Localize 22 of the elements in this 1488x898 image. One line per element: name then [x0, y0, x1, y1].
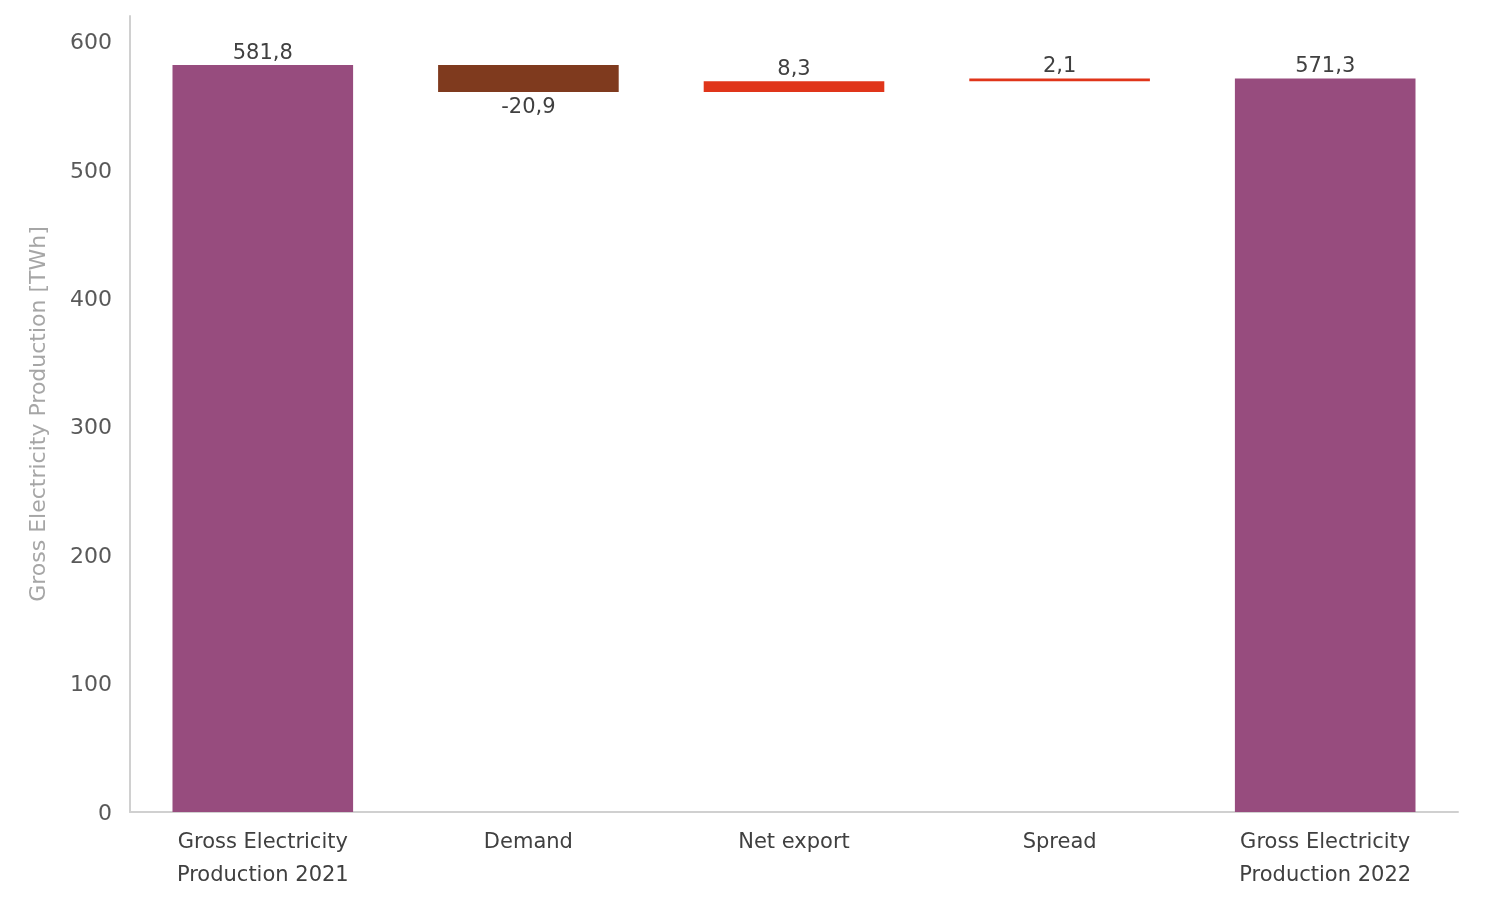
y-tick-label: 500	[70, 157, 112, 183]
x-tick-label: Gross Electricity Production 2022	[1239, 828, 1412, 886]
data-label: 581,8	[232, 39, 293, 64]
y-tick-label: 0	[98, 799, 112, 825]
x-tick-label: Net export	[738, 828, 850, 853]
y-tick-label: 600	[70, 29, 112, 55]
y-tick-label: 100	[70, 671, 112, 697]
y-tick-label: 400	[70, 285, 112, 311]
y-axis-title: Gross Electricity Production [TWh]	[24, 226, 50, 602]
x-tick-label: Gross Electricity Production 2021	[176, 828, 349, 886]
data-label: -20,9	[501, 94, 556, 119]
data-label: 571,3	[1295, 53, 1356, 78]
data-label: 2,1	[1042, 53, 1077, 78]
bar	[1234, 78, 1416, 812]
x-tick-label: Demand	[483, 828, 573, 853]
bar	[438, 65, 619, 92]
y-tick-label: 200	[70, 542, 112, 568]
bar	[172, 65, 354, 812]
bar	[703, 81, 885, 92]
x-tick-label: Spread	[1022, 828, 1097, 853]
data-label: 8,3	[777, 55, 811, 80]
y-tick-label: 300	[70, 414, 112, 440]
